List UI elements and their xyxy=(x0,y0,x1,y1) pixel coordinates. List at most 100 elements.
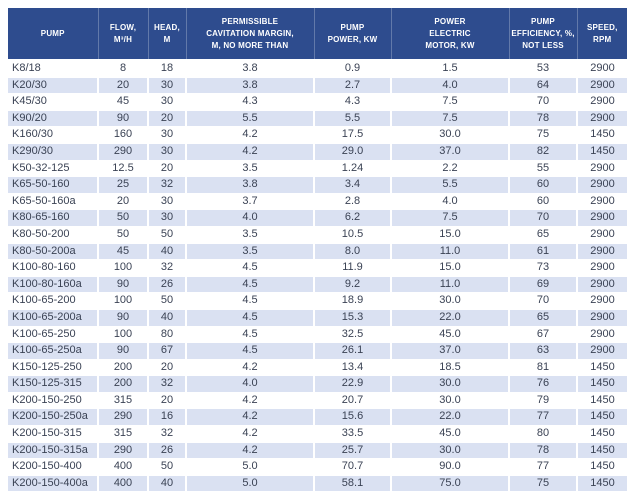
value-cell: 100 xyxy=(98,292,149,310)
value-cell: 5.0 xyxy=(186,458,315,476)
value-cell: 1450 xyxy=(577,475,627,493)
value-cell: 100 xyxy=(98,259,149,277)
value-cell: 2.2 xyxy=(391,160,510,178)
value-cell: 15.0 xyxy=(391,226,510,244)
value-cell: 2900 xyxy=(577,342,627,360)
value-cell: 30 xyxy=(148,143,187,161)
table-row: K45/30 45 30 4.3 4.3 7.5 70 2900 xyxy=(8,93,627,111)
value-cell: 18.9 xyxy=(314,292,392,310)
pump-name-cell: K200-150-315 xyxy=(8,425,99,443)
table-row: K100-65-250a 90 67 4.5 26.1 37.0 63 2900 xyxy=(8,342,627,360)
value-cell: 55 xyxy=(509,160,578,178)
pump-name-cell: K65-50-160 xyxy=(8,176,99,194)
value-cell: 4.0 xyxy=(391,193,510,211)
table-row: K65-50-160a 20 30 3.7 2.8 4.0 60 2900 xyxy=(8,193,627,211)
table-row: K80-50-200 50 50 3.5 10.5 15.0 65 2900 xyxy=(8,226,627,244)
value-cell: 7.5 xyxy=(391,110,510,128)
value-cell: 1.5 xyxy=(391,60,510,78)
value-cell: 290 xyxy=(98,442,149,460)
value-cell: 70 xyxy=(509,292,578,310)
value-cell: 37.0 xyxy=(391,143,510,161)
value-cell: 1450 xyxy=(577,359,627,377)
table-row: K100-65-200 100 50 4.5 18.9 30.0 70 2900 xyxy=(8,292,627,310)
value-cell: 5.5 xyxy=(186,110,315,128)
value-cell: 3.8 xyxy=(186,60,315,78)
value-cell: 33.5 xyxy=(314,425,392,443)
pump-specifications-table: PUMP FLOW, M³/H HEAD, M PERMISSIBLE CAVI… xyxy=(8,8,627,493)
pump-name-cell: K200-150-400 xyxy=(8,458,99,476)
value-cell: 26 xyxy=(148,442,187,460)
table-row: K200-150-315 315 32 4.2 33.5 45.0 80 1450 xyxy=(8,425,627,443)
value-cell: 13.4 xyxy=(314,359,392,377)
value-cell: 4.2 xyxy=(186,359,315,377)
value-cell: 3.5 xyxy=(186,243,315,261)
value-cell: 69 xyxy=(509,276,578,294)
pump-name-cell: K100-65-200 xyxy=(8,292,99,310)
value-cell: 3.7 xyxy=(186,193,315,211)
value-cell: 0.9 xyxy=(314,60,392,78)
pump-name-cell: K90/20 xyxy=(8,110,99,128)
value-cell: 4.5 xyxy=(186,342,315,360)
value-cell: 3.4 xyxy=(314,176,392,194)
value-cell: 73 xyxy=(509,259,578,277)
value-cell: 2900 xyxy=(577,176,627,194)
value-cell: 12.5 xyxy=(98,160,149,178)
value-cell: 30.0 xyxy=(391,126,510,144)
value-cell: 32 xyxy=(148,176,187,194)
value-cell: 18.5 xyxy=(391,359,510,377)
table-row: K100-65-250 100 80 4.5 32.5 45.0 67 2900 xyxy=(8,326,627,344)
value-cell: 2900 xyxy=(577,292,627,310)
value-cell: 65 xyxy=(509,309,578,327)
value-cell: 67 xyxy=(148,342,187,360)
table-row: K100-80-160a 90 26 4.5 9.2 11.0 69 2900 xyxy=(8,276,627,294)
value-cell: 1450 xyxy=(577,143,627,161)
pump-name-cell: K50-32-125 xyxy=(8,160,99,178)
value-cell: 4.2 xyxy=(186,442,315,460)
value-cell: 2900 xyxy=(577,326,627,344)
value-cell: 400 xyxy=(98,475,149,493)
value-cell: 4.0 xyxy=(391,77,510,95)
table-row: K290/30 290 30 4.2 29.0 37.0 82 1450 xyxy=(8,143,627,161)
value-cell: 2.7 xyxy=(314,77,392,95)
pump-name-cell: K80-65-160 xyxy=(8,209,99,227)
value-cell: 2900 xyxy=(577,259,627,277)
pump-name-cell: K100-65-250 xyxy=(8,326,99,344)
value-cell: 17.5 xyxy=(314,126,392,144)
table-body: K8/18 8 18 3.8 0.9 1.5 53 2900 K20/30 20 30 3.8 2.7 4… xyxy=(8,60,627,493)
value-cell: 2900 xyxy=(577,77,627,95)
value-cell: 1450 xyxy=(577,425,627,443)
value-cell: 20 xyxy=(148,110,187,128)
value-cell: 65 xyxy=(509,226,578,244)
value-cell: 40 xyxy=(148,309,187,327)
value-cell: 8.0 xyxy=(314,243,392,261)
value-cell: 11.0 xyxy=(391,276,510,294)
value-cell: 1450 xyxy=(577,458,627,476)
header-row: PUMP FLOW, M³/H HEAD, M PERMISSIBLE CAVI… xyxy=(8,8,627,61)
value-cell: 53 xyxy=(509,60,578,78)
value-cell: 5.0 xyxy=(186,475,315,493)
pump-name-cell: K100-65-250a xyxy=(8,342,99,360)
value-cell: 18 xyxy=(148,60,187,78)
column-header-pump: PUMP xyxy=(8,8,99,61)
value-cell: 30.0 xyxy=(391,292,510,310)
table-row: K100-65-200a 90 40 4.5 15.3 22.0 65 2900 xyxy=(8,309,627,327)
value-cell: 3.5 xyxy=(186,226,315,244)
pump-name-cell: K200-150-250 xyxy=(8,392,99,410)
value-cell: 15.0 xyxy=(391,259,510,277)
table-row: K80-65-160 50 30 4.0 6.2 7.5 70 2900 xyxy=(8,209,627,227)
value-cell: 20 xyxy=(98,193,149,211)
value-cell: 10.5 xyxy=(314,226,392,244)
value-cell: 79 xyxy=(509,392,578,410)
value-cell: 4.5 xyxy=(186,309,315,327)
table-row: K200-150-250 315 20 4.2 20.7 30.0 79 1450 xyxy=(8,392,627,410)
value-cell: 8 xyxy=(98,60,149,78)
value-cell: 2900 xyxy=(577,60,627,78)
pump-name-cell: K100-65-200a xyxy=(8,309,99,327)
value-cell: 81 xyxy=(509,359,578,377)
value-cell: 4.2 xyxy=(186,143,315,161)
value-cell: 32 xyxy=(148,425,187,443)
value-cell: 4.3 xyxy=(186,93,315,111)
value-cell: 1450 xyxy=(577,392,627,410)
value-cell: 1450 xyxy=(577,375,627,393)
pump-name-cell: K200-150-250a xyxy=(8,408,99,427)
